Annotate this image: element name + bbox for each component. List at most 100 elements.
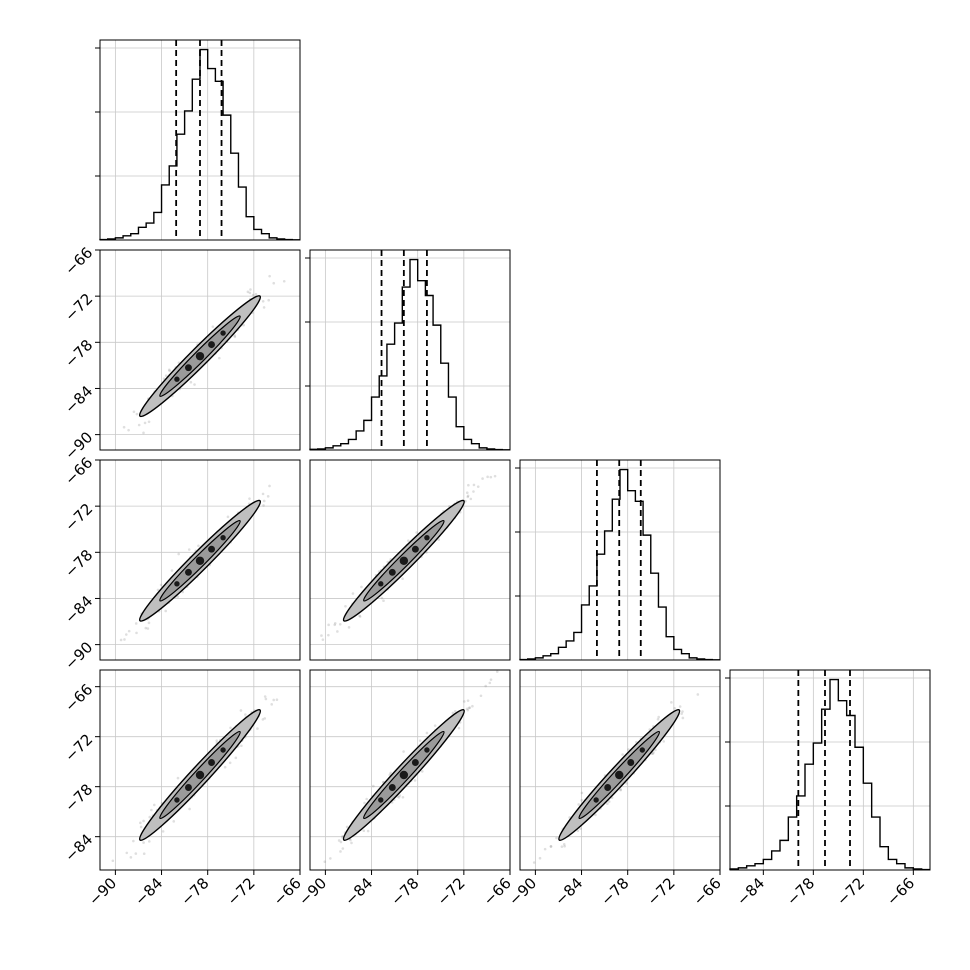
scatter-point [472, 483, 476, 487]
pair-frame [99, 459, 301, 661]
scatter-point [272, 281, 276, 285]
density-core [424, 747, 430, 753]
scatter-point [457, 726, 461, 730]
y-tick-label: −78 [61, 336, 96, 371]
scatter-point [437, 538, 441, 541]
scatter-point [351, 592, 355, 595]
density-core [174, 581, 180, 587]
scatter-point [488, 681, 492, 685]
scatter-point [282, 279, 286, 283]
scatter-point [476, 485, 480, 488]
scatter-point [144, 626, 148, 630]
scatter-point [656, 717, 660, 721]
scatter-point [188, 807, 191, 811]
density-core [639, 747, 646, 753]
hist-frame-param-1 [99, 39, 301, 241]
scatter-point [229, 726, 232, 730]
scatter-point [681, 716, 685, 720]
scatter-point [111, 859, 115, 863]
y-tick-label: −78 [61, 780, 96, 815]
scatter-point [223, 765, 227, 769]
scatter-point [246, 290, 250, 294]
x-tick-label: −66 [690, 874, 725, 909]
scatter-point [489, 678, 493, 681]
x-tick-label: −78 [783, 874, 818, 909]
scatter-point [366, 829, 370, 833]
scatter-point [341, 834, 344, 838]
scatter-point [576, 829, 580, 833]
scatter-point [187, 548, 191, 551]
density-core [195, 770, 205, 780]
histogram-step-param-1 [99, 48, 300, 241]
scatter-point [129, 856, 133, 859]
scatter-point [549, 845, 553, 848]
scatter-point [263, 695, 267, 698]
scatter-point [466, 495, 470, 499]
scatter-point [382, 599, 385, 603]
scatter-point [268, 484, 271, 488]
scatter-point [345, 825, 349, 829]
scatter-point [580, 791, 584, 795]
scatter-point [401, 795, 405, 799]
scatter-point [176, 776, 180, 780]
density-core [388, 568, 396, 576]
y-tick-label: −90 [61, 638, 96, 673]
density-core [627, 759, 635, 766]
scatter-point [341, 847, 345, 850]
scatter-point [135, 412, 139, 416]
scatter-point [142, 841, 145, 844]
scatter-point [176, 595, 180, 598]
scatter-point [466, 708, 470, 712]
scatter-point [267, 298, 271, 302]
scatter-point [147, 420, 151, 424]
scatter-point [148, 815, 152, 819]
scatter-point [415, 531, 418, 534]
scatter-point [333, 621, 337, 625]
pair-frame [519, 669, 721, 871]
scatter-point [197, 544, 200, 548]
density-core [593, 797, 599, 803]
scatter-point [261, 300, 265, 303]
scatter-point [486, 475, 489, 479]
scatter-point [651, 752, 655, 755]
scatter-point [262, 504, 265, 507]
histogram-step-param-3 [519, 468, 720, 661]
y-tick-label: −84 [61, 592, 96, 627]
scatter-point [481, 477, 484, 480]
scatter-point [532, 861, 536, 864]
scatter-point [266, 495, 270, 498]
scatter-point [465, 707, 469, 711]
scatter-point [275, 698, 279, 702]
scatter-point [240, 744, 243, 748]
scatter-point [234, 756, 238, 760]
scatter-point [122, 425, 126, 429]
pair-frame [309, 669, 511, 871]
scatter-point [398, 794, 402, 797]
y-tick-label: −66 [61, 244, 96, 279]
scatter-point [495, 670, 499, 673]
scatter-point [164, 374, 168, 378]
x-tick-label: −90 [295, 874, 330, 909]
y-tick-label: −84 [61, 830, 96, 865]
scatter-point [484, 684, 487, 688]
scatter-point [543, 847, 547, 851]
scatter-point [125, 851, 129, 855]
scatter-point [132, 410, 136, 414]
scatter-point [320, 634, 323, 637]
hist-frame-param-4 [729, 669, 931, 871]
x-tick-label: −78 [597, 874, 632, 909]
density-core [399, 770, 409, 780]
scatter-point [344, 604, 347, 608]
scatter-point [580, 798, 584, 802]
scatter-point [336, 630, 339, 633]
scatter-point [337, 839, 341, 842]
scatter-point [467, 706, 471, 710]
scatter-point [662, 740, 666, 743]
scatter-point [193, 383, 196, 386]
scatter-point [347, 626, 351, 629]
scatter-point [142, 852, 146, 856]
scatter-point [339, 840, 343, 844]
scatter-point [248, 497, 251, 500]
scatter-point [468, 706, 472, 709]
scatter-point [156, 588, 160, 592]
